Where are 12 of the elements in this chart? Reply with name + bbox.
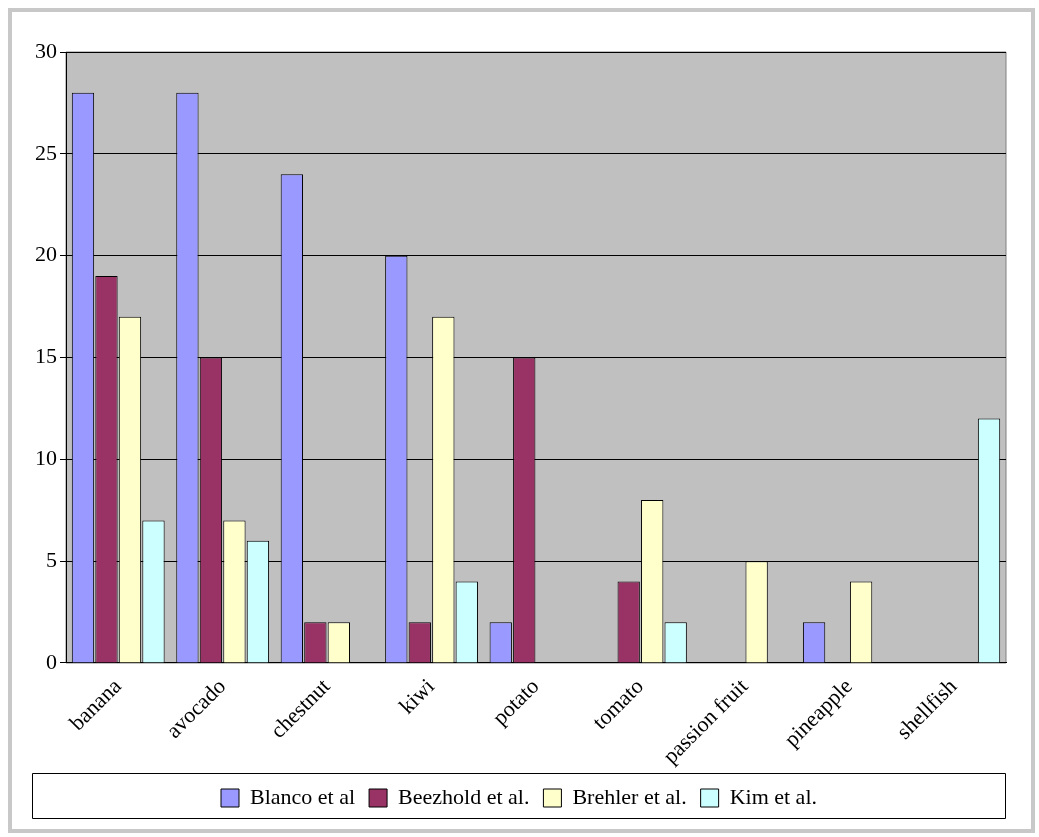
y-tick-label: 25 <box>35 139 57 165</box>
legend-label: Beezhold et al. <box>398 783 530 809</box>
y-tick-label: 20 <box>35 241 57 267</box>
y-tick-label: 0 <box>46 648 57 674</box>
y-tick-label: 30 <box>35 37 57 63</box>
legend-label: Brehler et al. <box>572 783 687 809</box>
y-tick-label: 10 <box>35 445 57 471</box>
x-tick-label: kiwi <box>393 673 440 719</box>
legend-label: Blanco et al <box>250 783 356 809</box>
y-tick-label: 15 <box>35 343 57 369</box>
y-tick-label: 5 <box>46 546 57 572</box>
legend-label: Kim et al. <box>729 783 817 809</box>
